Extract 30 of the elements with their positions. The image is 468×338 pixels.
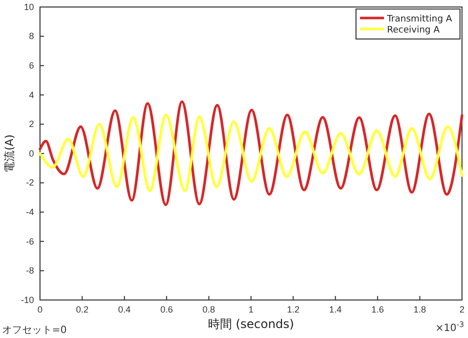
text: ×10$^{-3}$ <box>435 320 464 334</box>
y-tick-label: 8 <box>28 31 34 42</box>
y-tick-label: -4 <box>26 206 34 217</box>
x-tick-label: 1.6 <box>371 304 384 314</box>
line-series <box>38 100 464 206</box>
y-tick-label: -2 <box>26 178 34 188</box>
legend-label: Receiving A <box>387 26 440 36</box>
y-tick-label: 0 <box>28 148 34 158</box>
x-tick-label: 1 <box>248 304 254 314</box>
x-tick-label: 0.6 <box>160 304 173 314</box>
line-series <box>38 114 464 192</box>
legend-label: Transmitting A <box>386 14 453 24</box>
x-tick-label: 1.4 <box>329 304 342 314</box>
x-tick-label: 1.8 <box>414 304 426 314</box>
x-tick-label: 2 <box>459 304 465 314</box>
y-tick-label: -10 <box>20 294 34 305</box>
x-tick-label: 1.2 <box>286 304 300 314</box>
text: オフセット=0 <box>2 325 67 336</box>
y-axis-title: 電流(A) <box>3 134 16 173</box>
x-tick-label: 0.8 <box>202 304 216 314</box>
x-axis-title: 時間 (seconds) <box>208 317 294 331</box>
x-tick-label: 0.2 <box>76 304 88 314</box>
y-tick-label: 4 <box>28 90 34 100</box>
y-tick-label: -8 <box>26 266 34 276</box>
y-tick-label: 2 <box>28 119 34 130</box>
y-tick-label: 10 <box>24 2 34 12</box>
y-tick-label: 6 <box>28 60 34 70</box>
y-tick-label: -6 <box>26 236 34 246</box>
x-tick-label: 0 <box>37 304 43 314</box>
x-tick-label: 0.4 <box>118 304 131 314</box>
